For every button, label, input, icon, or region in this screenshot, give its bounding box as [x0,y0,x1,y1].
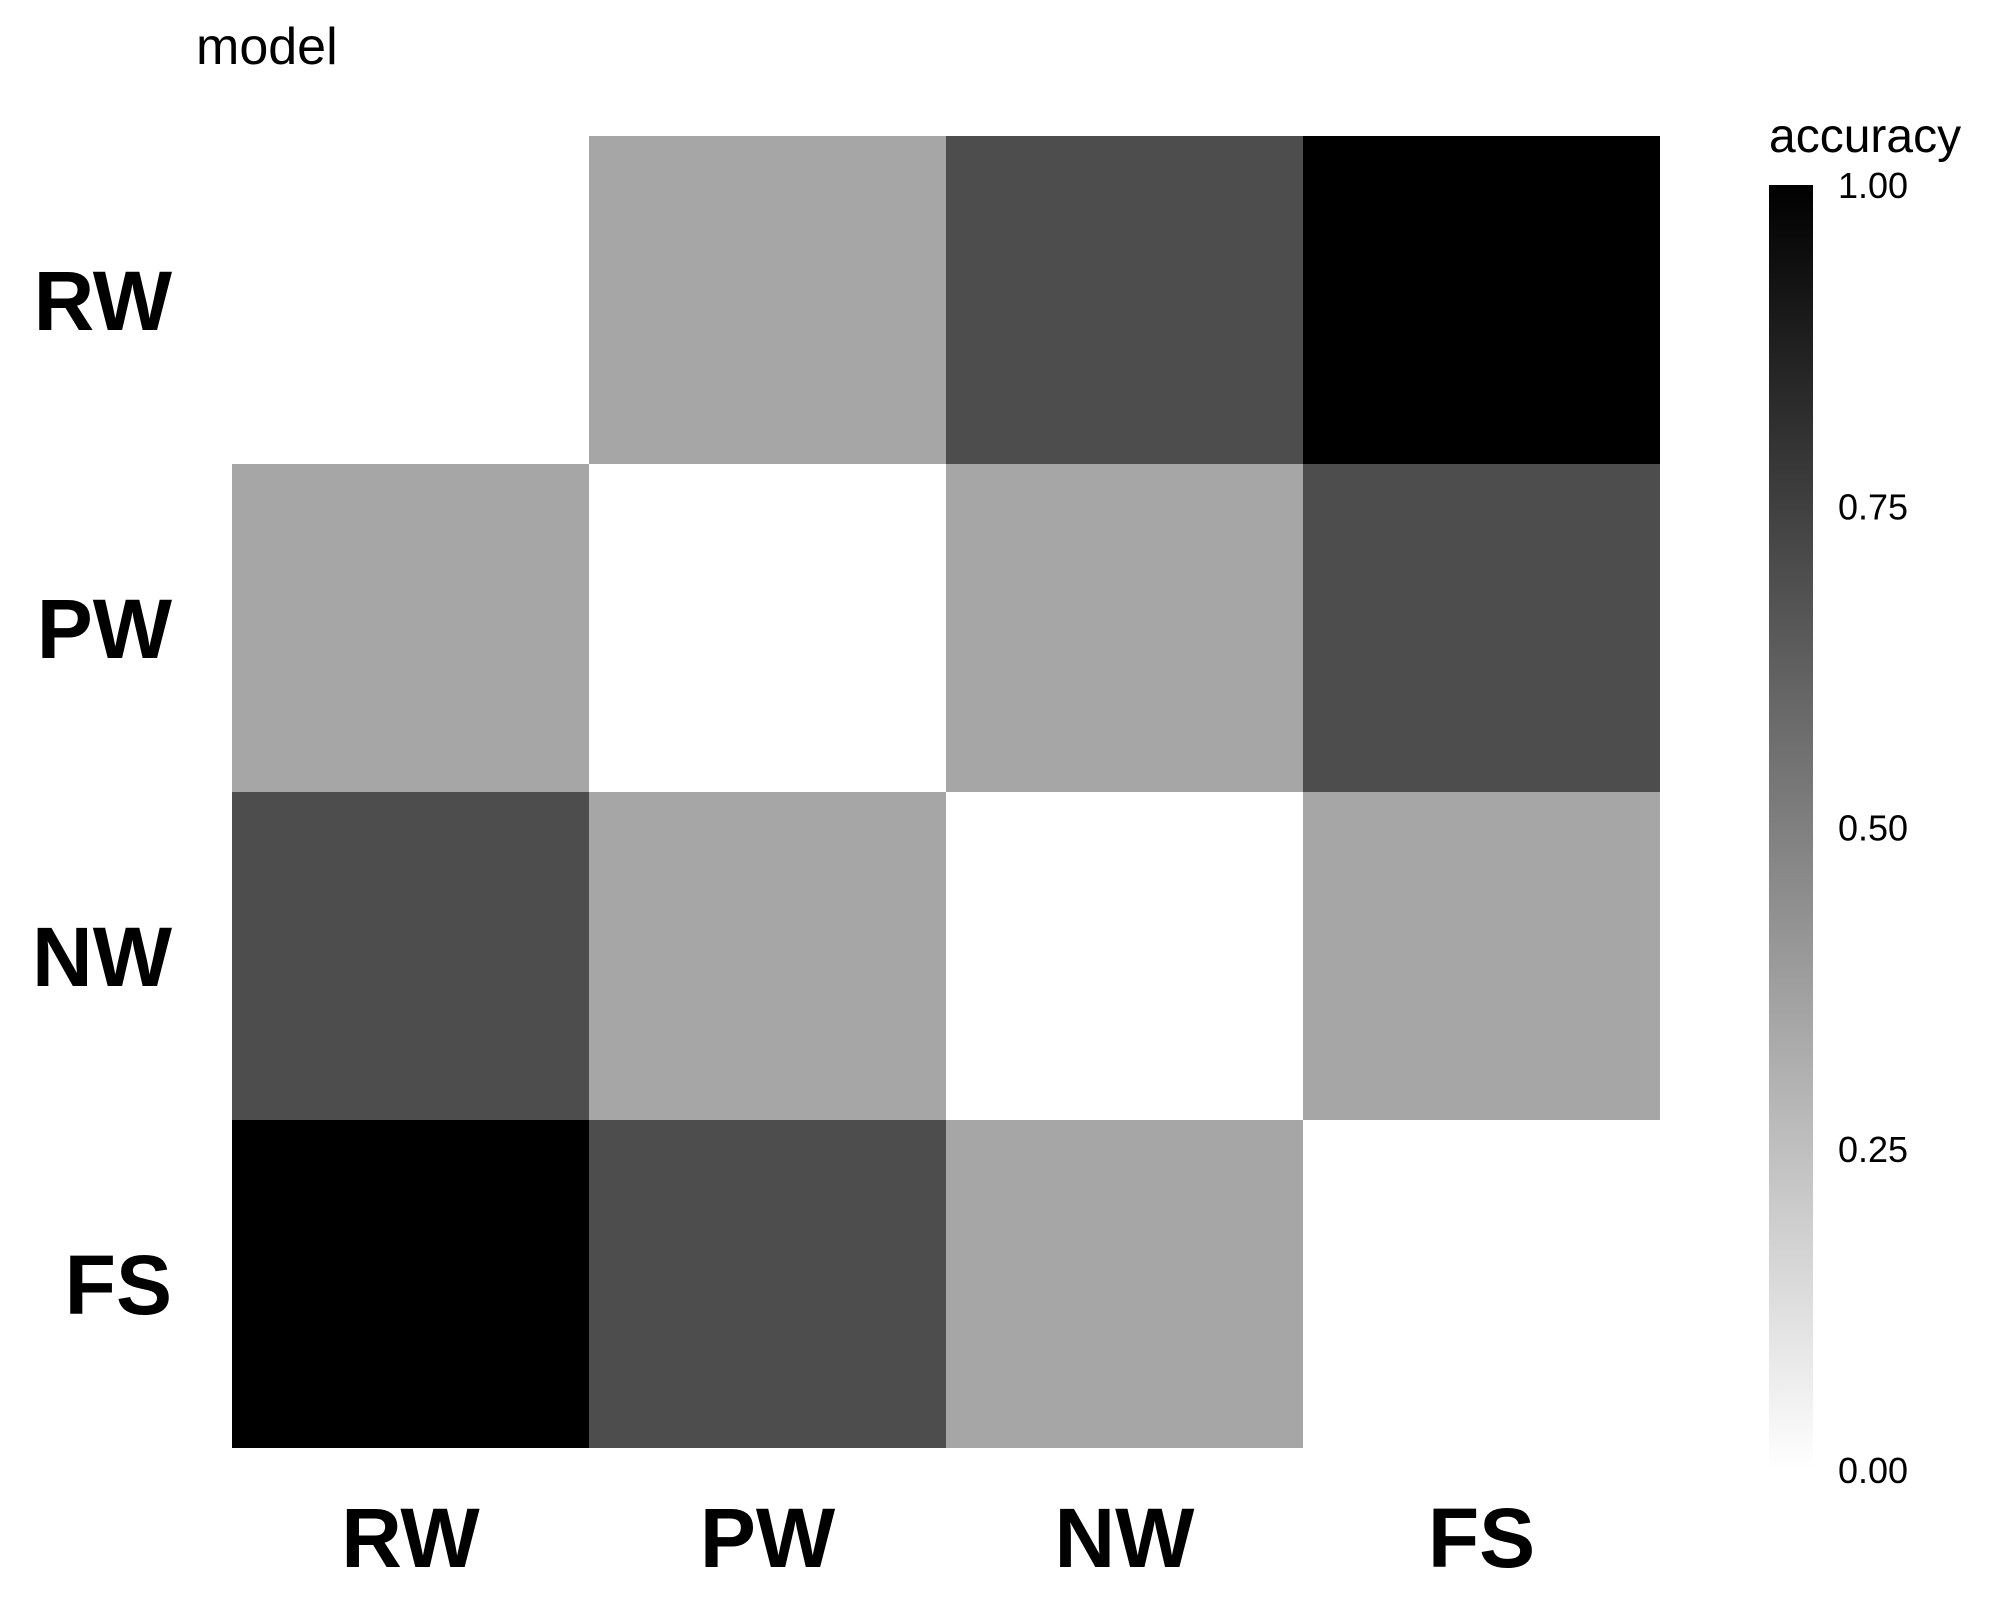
x-tick-label-RW: RW [341,1491,480,1585]
legend-tick-label: 0.00 [1838,1450,1908,1491]
colorbar-legend: accuracy 1.00 0.75 0.50 0.25 0.00 [1769,110,1961,1491]
heatmap-cell-RW-RW [232,136,589,464]
heatmap-cell-NW-RW [232,792,589,1120]
colorbar [1769,185,1813,1470]
y-axis-tick-labels: RW PW NW FS [32,254,173,1332]
legend-tick-label: 0.25 [1838,1129,1908,1170]
heatmap-cell-FS-FS [1303,1120,1660,1448]
heatmap-cell-PW-FS [1303,464,1660,792]
x-tick-label-NW: NW [1055,1491,1196,1585]
heatmap-cell-NW-NW [946,792,1303,1120]
y-tick-label-FS: FS [65,1238,172,1332]
heatmap-cells [232,136,1660,1448]
legend-tick-label: 1.00 [1838,165,1908,206]
legend-tick-label: 0.50 [1838,808,1908,849]
y-tick-label-NW: NW [32,910,173,1004]
y-tick-label-RW: RW [34,254,173,348]
heatmap-cell-NW-PW [589,792,946,1120]
heatmap-cell-RW-NW [946,136,1303,464]
heatmap-cell-PW-NW [946,464,1303,792]
heatmap-cell-RW-PW [589,136,946,464]
y-tick-label-PW: PW [37,582,173,676]
x-tick-label-PW: PW [700,1491,836,1585]
legend-title: accuracy [1769,110,1961,163]
y-axis-title: model [196,18,338,76]
heatmap-cell-FS-NW [946,1120,1303,1448]
x-tick-label-FS: FS [1428,1491,1535,1585]
heatmap-cell-PW-PW [589,464,946,792]
heatmap-cell-NW-FS [1303,792,1660,1120]
heatmap-cell-PW-RW [232,464,589,792]
x-axis-tick-labels: RW PW NW FS [341,1491,1535,1585]
legend-tick-label: 0.75 [1838,486,1908,527]
legend-tick-labels: 1.00 0.75 0.50 0.25 0.00 [1838,165,1908,1491]
heatmap-cell-RW-FS [1303,136,1660,464]
heatmap-cell-FS-PW [589,1120,946,1448]
heatmap-cell-FS-RW [232,1120,589,1448]
